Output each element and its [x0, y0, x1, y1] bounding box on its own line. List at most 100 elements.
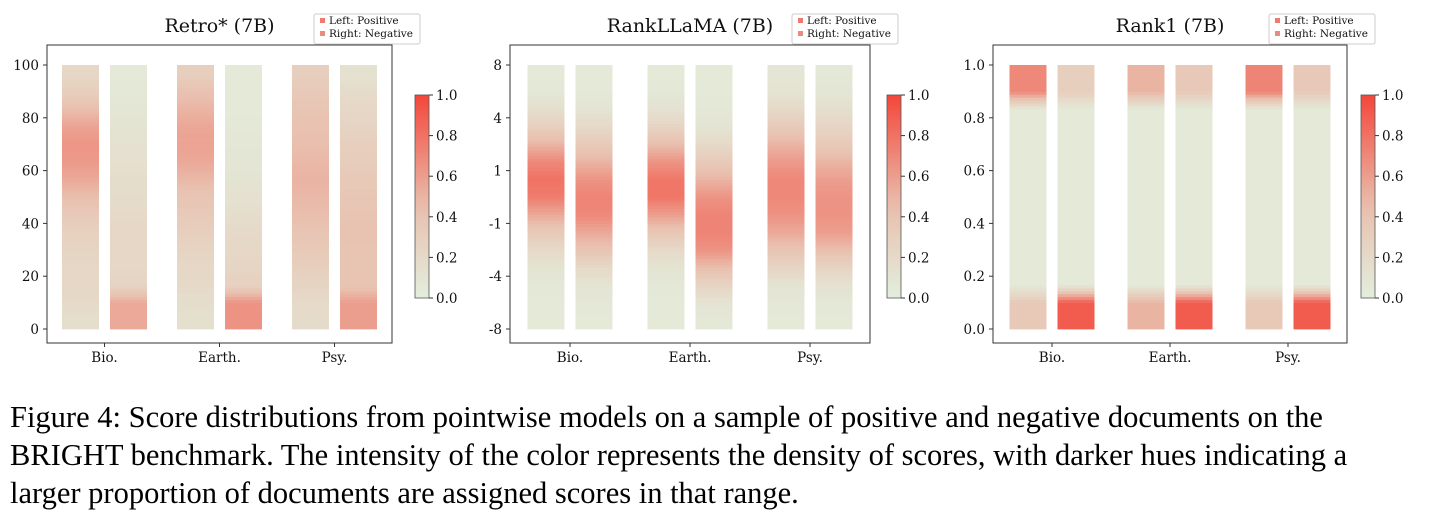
density-cell: [1009, 217, 1047, 221]
density-cell: [767, 261, 805, 265]
density-cell: [815, 97, 853, 101]
density-cell: [62, 79, 99, 83]
density-cell: [292, 317, 329, 321]
y-tick-label: 20: [22, 269, 39, 285]
density-cell: [767, 135, 805, 139]
density-cell: [1175, 97, 1213, 101]
density-cell: [1127, 103, 1165, 107]
density-cell: [1009, 199, 1047, 204]
density-cell: [1057, 282, 1095, 286]
density-cell: [647, 123, 685, 127]
density-cell: [225, 293, 262, 298]
density-cell: [575, 135, 613, 139]
density-cell: [340, 197, 377, 201]
density-cell: [1009, 191, 1047, 195]
density-cell: [177, 311, 214, 315]
density-cell: [1009, 205, 1047, 210]
density-cell: [575, 103, 613, 107]
density-cell: [110, 249, 147, 254]
density-cell: [1293, 305, 1331, 309]
density-cell: [1127, 147, 1165, 151]
density-cell: [225, 167, 262, 171]
density-cell: [1057, 129, 1095, 133]
y-tick-label: -4: [489, 269, 502, 285]
density-cell: [1057, 73, 1095, 78]
density-cell: [695, 320, 733, 324]
density-cell: [292, 246, 329, 251]
x-tick-label: Bio.: [1039, 350, 1065, 366]
density-cell: [1127, 197, 1165, 201]
density-cell: [767, 241, 805, 245]
density-cell: [1293, 326, 1331, 330]
density-cell: [575, 314, 613, 318]
density-cell: [1127, 249, 1165, 254]
density-cell: [695, 285, 733, 289]
density-cell: [1057, 308, 1095, 312]
density-cell: [1293, 170, 1331, 174]
density-cell: [1127, 323, 1165, 327]
density-cell: [647, 223, 685, 227]
density-cell: [1245, 211, 1283, 215]
density-cell: [177, 296, 214, 301]
density-cell: [527, 258, 565, 262]
density-cell: [1293, 82, 1331, 86]
density-cell: [340, 109, 377, 113]
density-cell: [225, 144, 262, 148]
density-cell: [527, 267, 565, 271]
density-cell: [767, 223, 805, 227]
density-cell: [1057, 141, 1095, 145]
density-cell: [292, 211, 329, 215]
density-cell: [177, 299, 214, 303]
density-cell: [340, 191, 377, 195]
density-cell: [695, 67, 733, 72]
density-cell: [1245, 129, 1283, 133]
density-cell: [767, 167, 805, 171]
density-cell: [225, 232, 262, 236]
density-cell: [815, 185, 853, 189]
density-cell: [527, 82, 565, 86]
density-cell: [340, 255, 377, 259]
density-cell: [1293, 191, 1331, 195]
density-cell: [1127, 100, 1165, 104]
density-cell: [110, 70, 147, 75]
density-cell: [647, 132, 685, 136]
density-cell: [1175, 73, 1213, 78]
density-cell: [1245, 132, 1283, 136]
density-cell: [575, 232, 613, 236]
density-cell: [1127, 85, 1165, 89]
density-cell: [1009, 167, 1047, 171]
density-cell: [225, 258, 262, 262]
density-cell: [1175, 197, 1213, 201]
density-cell: [292, 126, 329, 130]
density-cell: [767, 258, 805, 262]
density-cell: [647, 138, 685, 142]
density-cell: [1057, 217, 1095, 221]
density-cell: [527, 111, 565, 116]
density-cell: [647, 270, 685, 274]
density-cell: [340, 173, 377, 177]
density-cell: [340, 76, 377, 81]
density-cell: [527, 158, 565, 163]
positive-strip: [1009, 65, 1047, 330]
density-cell: [1245, 185, 1283, 189]
density-cell: [1175, 238, 1213, 242]
density-cell: [62, 135, 99, 139]
colorbar-gradient: [1360, 94, 1376, 299]
density-cell: [767, 238, 805, 242]
density-cell: [1127, 150, 1165, 154]
density-cell: [767, 220, 805, 224]
density-cell: [815, 70, 853, 75]
density-cell: [1127, 182, 1165, 186]
density-cell: [225, 229, 262, 233]
density-cell: [815, 285, 853, 289]
density-cell: [1057, 82, 1095, 86]
density-cell: [1057, 70, 1095, 75]
density-cell: [527, 202, 565, 207]
legend-box: [313, 13, 421, 45]
density-cell: [575, 97, 613, 101]
density-cell: [110, 214, 147, 218]
density-cell: [110, 173, 147, 177]
colorbar-tick-label: 0.0: [436, 291, 457, 307]
density-cell: [110, 182, 147, 186]
density-cell: [695, 229, 733, 233]
